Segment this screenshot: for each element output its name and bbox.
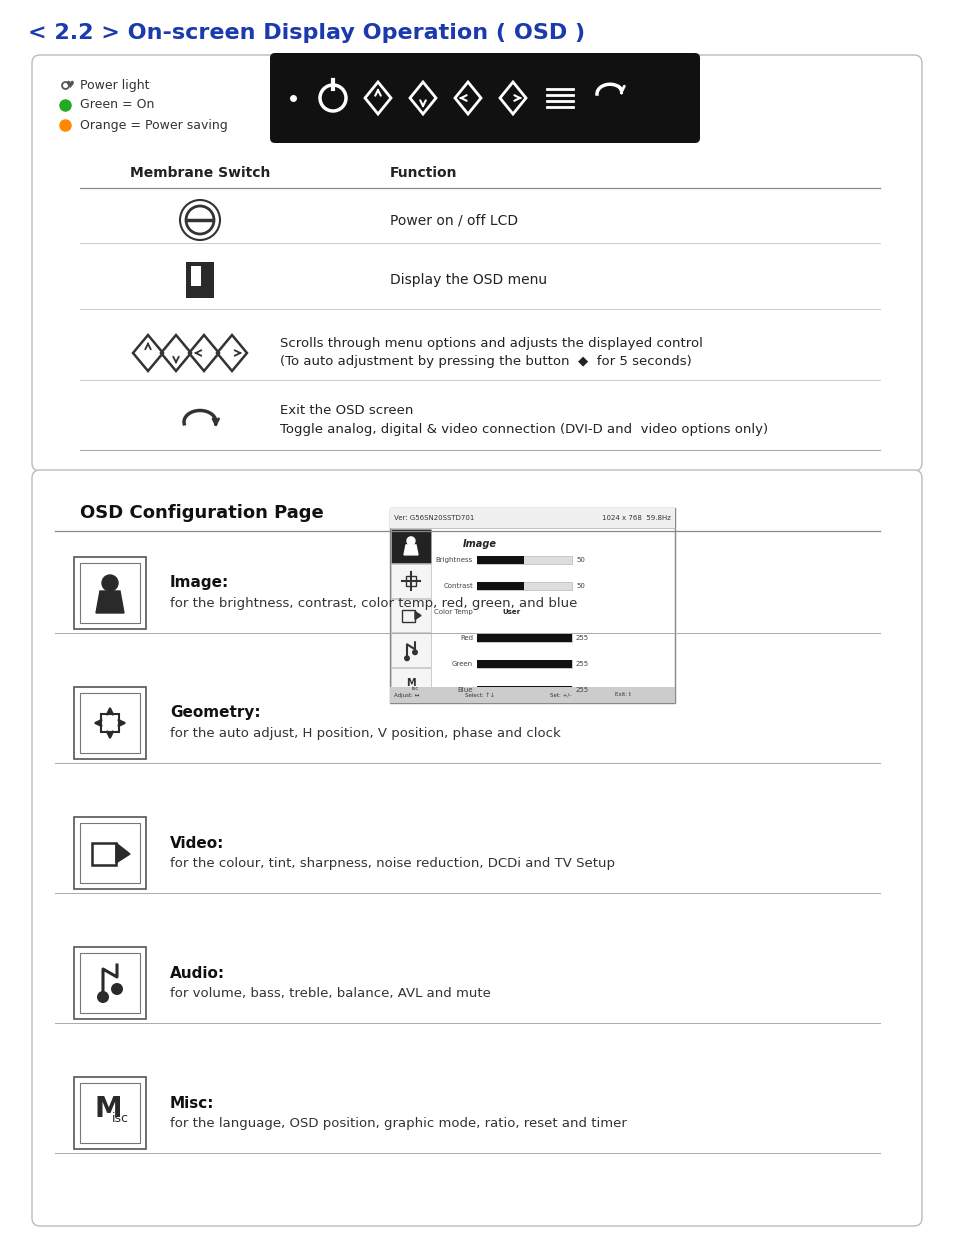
Text: Membrane Switch: Membrane Switch — [130, 166, 270, 180]
FancyBboxPatch shape — [476, 582, 572, 591]
Polygon shape — [96, 591, 124, 613]
FancyBboxPatch shape — [476, 686, 572, 694]
Text: 50: 50 — [576, 583, 584, 589]
FancyBboxPatch shape — [74, 557, 146, 629]
Text: < 2.2 > On-screen Display Operation ( OSD ): < 2.2 > On-screen Display Operation ( OS… — [28, 23, 584, 43]
Text: OSD Configuration Page: OSD Configuration Page — [80, 504, 323, 522]
FancyBboxPatch shape — [74, 947, 146, 1018]
FancyBboxPatch shape — [476, 582, 524, 591]
FancyBboxPatch shape — [101, 714, 119, 732]
Text: Geometry:: Geometry: — [170, 705, 260, 720]
FancyBboxPatch shape — [390, 508, 675, 703]
FancyBboxPatch shape — [32, 470, 921, 1226]
FancyBboxPatch shape — [80, 822, 140, 883]
Text: Audio:: Audio: — [170, 965, 225, 980]
Polygon shape — [116, 843, 130, 863]
FancyBboxPatch shape — [80, 1083, 140, 1143]
FancyBboxPatch shape — [391, 668, 431, 702]
FancyBboxPatch shape — [80, 563, 140, 623]
Text: (To auto adjustment by pressing the button  ◆  for 5 seconds): (To auto adjustment by pressing the butt… — [280, 355, 691, 369]
FancyBboxPatch shape — [391, 598, 431, 633]
Text: ♥: ♥ — [65, 80, 73, 90]
Text: for volume, bass, treble, balance, AVL and mute: for volume, bass, treble, balance, AVL a… — [170, 986, 491, 1000]
Text: Image: Image — [462, 539, 497, 549]
Text: Exit the OSD screen: Exit the OSD screen — [280, 404, 413, 418]
Text: Green = On: Green = On — [80, 99, 154, 111]
Text: for the language, OSD position, graphic mode, ratio, reset and timer: for the language, OSD position, graphic … — [170, 1117, 626, 1129]
Circle shape — [403, 655, 410, 661]
Text: isc: isc — [112, 1112, 129, 1126]
Text: Display the OSD menu: Display the OSD menu — [390, 272, 547, 287]
FancyBboxPatch shape — [270, 53, 700, 143]
FancyBboxPatch shape — [186, 261, 213, 298]
Text: for the auto adjust, H position, V position, phase and clock: for the auto adjust, H position, V posit… — [170, 726, 560, 740]
Text: Image:: Image: — [170, 576, 229, 591]
Text: Color Temp: Color Temp — [434, 609, 473, 615]
FancyBboxPatch shape — [390, 687, 675, 703]
Text: Adjust: ↔: Adjust: ↔ — [394, 693, 419, 698]
FancyBboxPatch shape — [476, 556, 524, 563]
Text: Blue: Blue — [457, 687, 473, 693]
FancyBboxPatch shape — [390, 508, 675, 528]
Text: 255: 255 — [576, 635, 589, 641]
Circle shape — [111, 983, 123, 995]
Circle shape — [412, 650, 417, 655]
Text: for the brightness, contrast, color temp, red, green, and blue: for the brightness, contrast, color temp… — [170, 597, 577, 609]
Text: Contrast: Contrast — [443, 583, 473, 589]
FancyBboxPatch shape — [80, 693, 140, 753]
Text: Red: Red — [459, 635, 473, 641]
Circle shape — [407, 536, 415, 545]
Text: Video:: Video: — [170, 836, 224, 851]
Circle shape — [97, 991, 109, 1002]
Text: Scrolls through menu options and adjusts the displayed control: Scrolls through menu options and adjusts… — [280, 338, 702, 350]
Polygon shape — [415, 612, 420, 619]
Text: Ver: G56SN20SSTD701: Ver: G56SN20SSTD701 — [394, 515, 474, 522]
FancyBboxPatch shape — [80, 953, 140, 1014]
FancyBboxPatch shape — [74, 817, 146, 889]
Text: Power light: Power light — [80, 79, 150, 91]
Text: Function: Function — [390, 166, 457, 180]
FancyBboxPatch shape — [476, 660, 572, 668]
Text: Exit: t: Exit: t — [615, 693, 630, 698]
FancyBboxPatch shape — [476, 634, 572, 642]
Text: 255: 255 — [576, 687, 589, 693]
FancyBboxPatch shape — [476, 634, 572, 642]
Text: 1024 x 768  59.8Hz: 1024 x 768 59.8Hz — [601, 515, 670, 522]
Text: M: M — [406, 678, 416, 688]
FancyBboxPatch shape — [74, 687, 146, 760]
Text: Select: ↑↓: Select: ↑↓ — [464, 693, 495, 698]
FancyBboxPatch shape — [391, 563, 431, 598]
FancyBboxPatch shape — [191, 266, 201, 286]
Text: Toggle analog, digital & video connection (DVI-D and  video options only): Toggle analog, digital & video connectio… — [280, 423, 767, 435]
Text: Green: Green — [452, 661, 473, 667]
Text: Set: +/-: Set: +/- — [550, 693, 571, 698]
Text: isc: isc — [411, 686, 418, 690]
FancyBboxPatch shape — [476, 686, 572, 694]
FancyBboxPatch shape — [74, 1076, 146, 1149]
Text: 255: 255 — [576, 661, 589, 667]
Text: M: M — [94, 1095, 122, 1123]
FancyBboxPatch shape — [32, 55, 921, 471]
Text: Orange = Power saving: Orange = Power saving — [80, 118, 228, 132]
Text: Brightness: Brightness — [436, 557, 473, 563]
Text: Misc:: Misc: — [170, 1095, 214, 1111]
FancyBboxPatch shape — [476, 660, 572, 668]
FancyBboxPatch shape — [476, 556, 572, 563]
Circle shape — [102, 575, 118, 591]
FancyBboxPatch shape — [391, 634, 431, 667]
Polygon shape — [403, 545, 417, 555]
Text: 50: 50 — [576, 557, 584, 563]
Text: Power on / off LCD: Power on / off LCD — [390, 213, 517, 227]
Text: User: User — [501, 609, 519, 615]
FancyBboxPatch shape — [391, 529, 431, 562]
Text: for the colour, tint, sharpness, noise reduction, DCDi and TV Setup: for the colour, tint, sharpness, noise r… — [170, 857, 615, 869]
FancyBboxPatch shape — [91, 843, 116, 866]
